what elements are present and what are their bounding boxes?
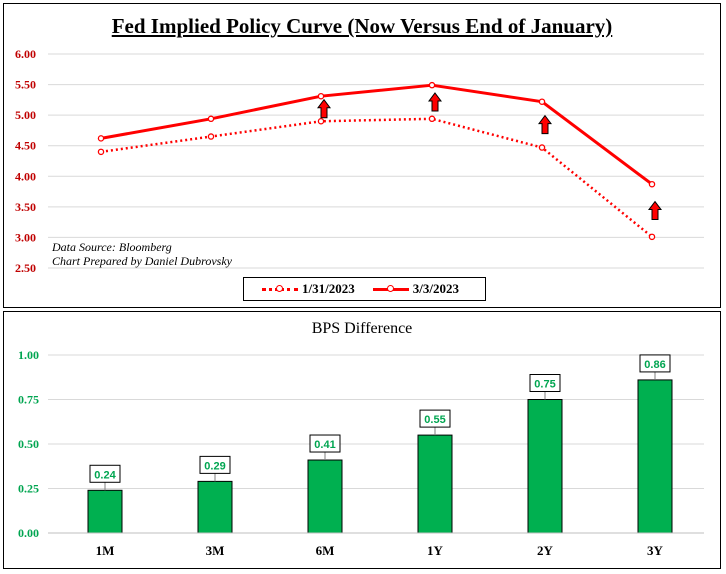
dotted-line-swatch: [262, 284, 298, 294]
up-arrow-icon: [648, 200, 662, 221]
y-tick-label: 4.00: [15, 169, 36, 183]
y-tick-label: 3.50: [15, 200, 36, 214]
data-label: 0.75: [534, 379, 555, 391]
legend-item-jan: 1/31/2023: [262, 281, 355, 297]
data-point-jan: [97, 148, 105, 156]
x-tick-label: 2Y: [537, 543, 554, 558]
policy-curve-panel: Fed Implied Policy Curve (Now Versus End…: [3, 3, 721, 308]
data-label-box: [529, 374, 561, 392]
bar-1m: [87, 489, 123, 534]
x-tick-label: 1M: [96, 543, 115, 558]
bar-3y: [637, 379, 673, 534]
data-point-jan: [538, 144, 546, 151]
data-point-mar: [207, 115, 215, 123]
x-tick-label: 1Y: [427, 543, 444, 558]
up-arrow-icon: [317, 98, 331, 119]
data-point-mar: [538, 98, 546, 105]
y-tick-label: 0.75: [18, 393, 39, 407]
up-arrow-icon: [428, 92, 442, 112]
data-point-mar: [317, 92, 325, 100]
bar-3m: [197, 480, 233, 534]
chart-title: Fed Implied Policy Curve (Now Versus End…: [111, 14, 613, 38]
bps-difference-panel: BPS Difference 1.00 0.75 0.50 0.25 0.00 0.24 1…: [3, 311, 721, 569]
data-label: 0.55: [424, 414, 445, 426]
data-label-box: [419, 409, 451, 428]
y-tick-label: 5.00: [15, 108, 36, 122]
data-point-jan: [317, 118, 325, 125]
x-tick-label: 6M: [316, 543, 335, 558]
bps-difference-chart: 1.00 0.75 0.50 0.25 0.00 0.24 1M 0.29 3M 0.41 6M 0.…: [18, 348, 704, 558]
y-tick-label: 0.00: [18, 526, 39, 540]
x-tick-label: 3M: [206, 543, 225, 558]
series-line-mar: [100, 83, 653, 186]
y-tick-label: 0.50: [18, 437, 39, 451]
y-tick-label: 5.50: [15, 78, 36, 92]
legend-item-mar: 3/3/2023: [372, 281, 459, 297]
y-tick-label: 0.25: [18, 482, 39, 496]
bar-2y: [527, 399, 563, 534]
data-point-jan: [648, 233, 656, 241]
data-point-mar: [428, 81, 436, 89]
data-label-box: [639, 354, 671, 373]
data-label-box: [309, 434, 341, 453]
bar-chart-title: BPS Difference: [311, 320, 413, 337]
legend-label-mar: 3/3/2023: [412, 281, 459, 296]
data-point-jan: [207, 133, 215, 140]
x-tick-label: 3Y: [647, 543, 664, 558]
y-tick-label: 1.00: [18, 348, 39, 362]
up-arrow-icon: [538, 114, 552, 135]
data-point-jan: [428, 115, 436, 123]
series-line-jan: [100, 117, 653, 238]
data-point-mar: [97, 135, 105, 142]
legend: 1/31/2023 3/3/2023: [243, 277, 486, 301]
y-tick-label: 6.00: [15, 47, 36, 61]
source-line: Data Source: Bloomberg: [52, 240, 172, 254]
legend-label-jan: 1/31/2023: [302, 281, 355, 296]
bar-6m: [307, 459, 343, 534]
data-label-box: [199, 455, 231, 474]
data-label: 0.24: [94, 469, 116, 481]
data-label-box: [89, 464, 121, 483]
policy-curve-chart: 6.00 5.50 5.00 4.50 4.00 3.50 3.00 2.50: [15, 47, 704, 275]
data-label: 0.86: [644, 359, 665, 371]
data-point-mar: [648, 180, 656, 188]
bar-1y: [417, 434, 453, 534]
y-tick-label: 3.00: [15, 230, 36, 244]
data-label: 0.29: [204, 460, 225, 472]
y-tick-label: 4.50: [15, 139, 36, 153]
source-note: Data Source: Bloomberg Chart Prepared by…: [52, 240, 232, 268]
y-tick-label: 2.50: [15, 261, 36, 275]
data-label: 0.41: [314, 439, 335, 451]
prepared-by-line: Chart Prepared by Daniel Dubrovsky: [52, 254, 232, 268]
solid-line-swatch: [372, 284, 409, 294]
